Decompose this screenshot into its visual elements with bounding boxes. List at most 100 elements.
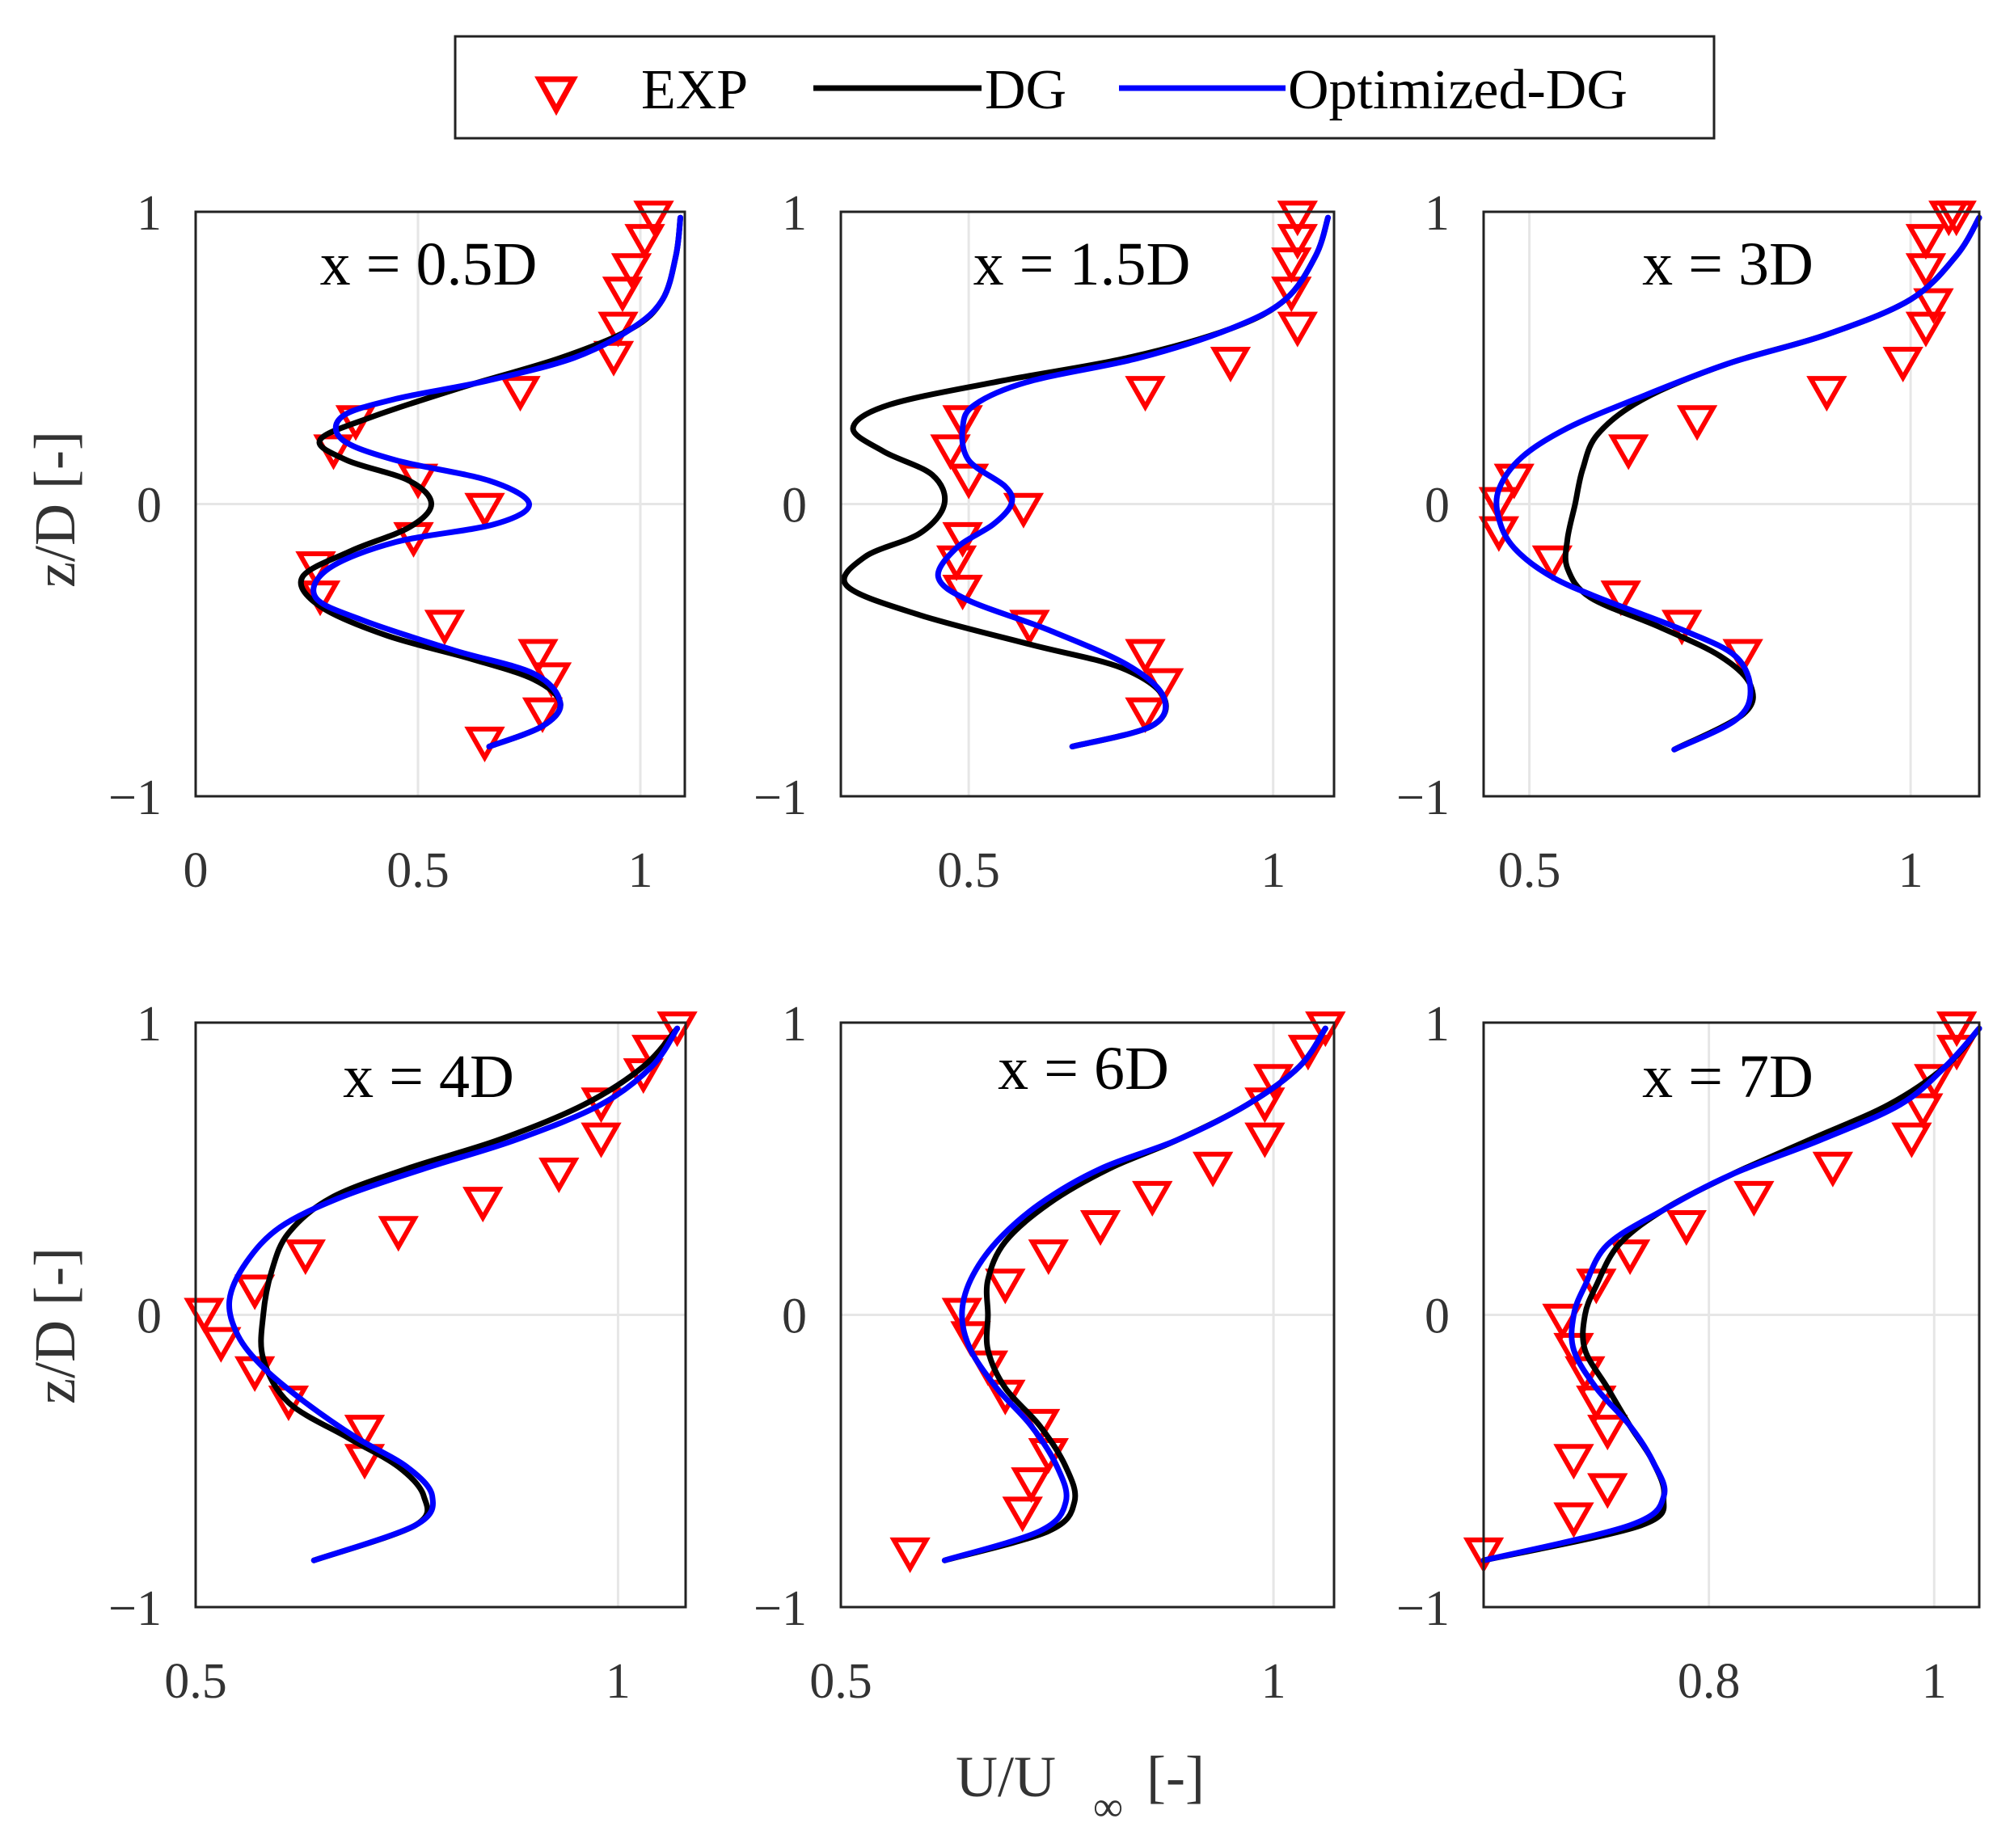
panel-x6d: 0.5 1 −1 0 1 x = 6D: [754, 997, 1346, 1709]
y-tick-label: 0: [137, 479, 162, 534]
panel-x05d: 0 0.5 1 −1 0 1 x = 0.5D: [108, 186, 686, 898]
exp-marker: [517, 639, 559, 675]
optimized-dg-line: [935, 214, 1331, 749]
dg-line: [258, 1025, 681, 1563]
exp-marker: [1271, 276, 1312, 313]
exp-marker: [1531, 545, 1573, 581]
y-tick-label: 0: [1425, 479, 1450, 534]
exp-marker: [597, 311, 639, 348]
exp-marker: [285, 1239, 326, 1276]
exp-marker: [1125, 639, 1166, 675]
exp-marker: [1891, 1122, 1932, 1158]
exp-marker: [1193, 1151, 1234, 1188]
panel-x15d: 0.5 1 −1 0 1 x = 1.5D: [754, 186, 1336, 898]
exp-marker: [581, 1122, 622, 1158]
panel-title: x = 3D: [1642, 230, 1813, 298]
exp-marker: [1587, 1473, 1628, 1509]
x-tick-label: 1: [606, 1654, 631, 1709]
optimized-dg-line: [941, 1025, 1328, 1563]
exp-marker: [521, 697, 564, 733]
plot-frame: [1482, 210, 1981, 798]
exp-marker: [930, 434, 971, 470]
optimized-dg-line: [310, 214, 683, 749]
y-tick-label: 0: [1425, 1289, 1450, 1344]
plot-frame: [194, 1021, 687, 1609]
dg-line: [298, 214, 683, 749]
x-tick-label: 1: [1261, 1654, 1286, 1709]
exp-marker: [624, 224, 665, 260]
y-tick-label: −1: [108, 1581, 162, 1636]
exp-marker: [593, 340, 635, 377]
x-tick-label: 1: [1260, 843, 1286, 898]
exp-marker: [1928, 200, 1970, 237]
x-tick-label: 0: [184, 843, 209, 898]
exp-marker: [1587, 1415, 1628, 1451]
exp-marker: [378, 1216, 419, 1252]
exp-markers: [1463, 1011, 1978, 1573]
x-tick-label: 0.5: [809, 1654, 872, 1709]
exp-marker: [985, 1268, 1026, 1305]
exp-marker: [1277, 311, 1318, 348]
x-tick-label: 1: [1922, 1654, 1947, 1709]
panel-x3d: 0.5 1 −1 0 1 x = 3D: [1396, 186, 1982, 898]
exp-marker: [1244, 1087, 1286, 1124]
y-tick-label: 1: [782, 186, 807, 241]
y-tick-label: 0: [782, 1289, 807, 1344]
exp-marker: [948, 463, 990, 500]
exp-marker: [1028, 1239, 1070, 1276]
exp-marker: [1553, 1444, 1594, 1480]
exp-marker: [234, 1274, 276, 1310]
legend-exp-label: EXP: [641, 59, 748, 121]
exp-marker: [1936, 1035, 1978, 1071]
legend-opt-label: Optimized-DG: [1288, 59, 1628, 121]
x-tick-label: 1: [1898, 843, 1923, 898]
y-tick-label: 0: [782, 479, 807, 534]
panel-title: x = 6D: [998, 1035, 1169, 1103]
exp-marker: [1812, 1151, 1854, 1188]
y-tick-label: 1: [782, 997, 807, 1052]
exp-marker: [1132, 1180, 1173, 1217]
exp-marker: [1936, 1011, 1978, 1048]
exp-marker: [581, 1087, 622, 1124]
x-tick-label: 1: [628, 843, 653, 898]
exp-marker: [464, 492, 505, 529]
plot-frame: [839, 210, 1336, 798]
y-tick-label: −1: [754, 770, 807, 825]
y-tick-label: −1: [108, 770, 162, 825]
exp-marker: [1609, 1239, 1651, 1276]
panel-x4d: 0.5 1 −1 0 1 x = 4D: [108, 997, 698, 1709]
exp-marker: [1600, 580, 1641, 617]
exp-marker: [1902, 1093, 1944, 1129]
exp-marker: [1913, 288, 1954, 324]
exp-marker: [1553, 1502, 1594, 1538]
legend-exp-marker: [534, 76, 578, 116]
plot-frame: [194, 210, 686, 798]
exp-marker: [1666, 1210, 1707, 1247]
exp-marker: [201, 1327, 242, 1363]
panel-title: x = 0.5D: [320, 230, 538, 298]
exp-marker: [1882, 346, 1923, 383]
exp-marker: [1244, 1122, 1286, 1158]
x-tick-label: 0.8: [1678, 1654, 1741, 1709]
exp-marker: [295, 551, 336, 588]
y-tick-label: 1: [1425, 186, 1450, 241]
legend-box: [454, 35, 1716, 140]
legend-dg-label: DG: [985, 59, 1066, 121]
plot-frame: [839, 1021, 1336, 1609]
y-tick-label: 1: [137, 186, 162, 241]
x-tick-label: 0.5: [1498, 843, 1561, 898]
exp-marker: [1287, 1035, 1329, 1071]
exp-marker: [1003, 492, 1045, 529]
y-tick-label: −1: [1396, 770, 1450, 825]
y-tick-label: 1: [1425, 997, 1450, 1052]
y-axis-label-top: z/D [-]: [23, 431, 87, 588]
exp-marker: [1125, 376, 1166, 412]
y-tick-label: 0: [137, 1289, 162, 1344]
exp-marker: [950, 1321, 991, 1357]
exp-marker: [1271, 247, 1312, 284]
x-axis-label-unit: [-]: [1146, 1745, 1205, 1809]
exp-marker: [462, 1187, 504, 1223]
exp-marker: [538, 1157, 580, 1194]
panel-title: x = 1.5D: [973, 230, 1191, 298]
